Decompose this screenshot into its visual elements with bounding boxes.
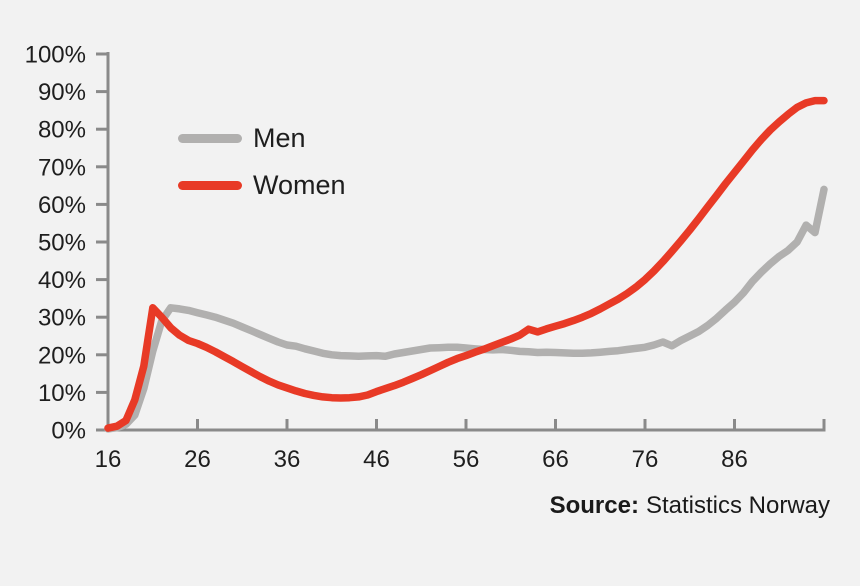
y-tick-label: 70% <box>38 154 86 181</box>
x-tick-label: 56 <box>453 446 480 473</box>
source-label: Source: <box>549 492 639 519</box>
source-caption: Source: Statistics Norway <box>550 492 830 520</box>
y-tick-label: 100% <box>25 42 86 69</box>
x-tick-label: 36 <box>274 446 301 473</box>
y-tick-label: 50% <box>38 230 86 257</box>
y-tick-label: 40% <box>38 267 86 294</box>
x-tick-label: 46 <box>363 446 390 473</box>
x-tick-label: 26 <box>184 446 211 473</box>
x-tick-label: 76 <box>632 446 659 473</box>
women-line <box>104 96 828 432</box>
source-text: Statistics Norway <box>645 492 830 519</box>
x-tick-label: 16 <box>95 446 122 473</box>
y-tick-label: 80% <box>38 117 86 144</box>
men-line <box>104 185 828 433</box>
legend-label-men: Men <box>253 123 306 153</box>
legend-label-women: Women <box>253 170 346 200</box>
men-line-swatch <box>178 134 242 143</box>
y-tick-label: 90% <box>38 79 86 106</box>
x-tick-label: 86 <box>721 446 748 473</box>
y-tick-label: 10% <box>38 380 86 407</box>
y-tick-label: 20% <box>38 342 86 369</box>
y-tick-label: 30% <box>38 305 86 332</box>
y-tick-label: 60% <box>38 192 86 219</box>
y-tick-label: 0% <box>51 418 86 445</box>
legend-item-women: Women <box>178 172 346 199</box>
women-line-swatch <box>178 181 242 190</box>
legend-item-men: Men <box>178 125 346 152</box>
chart-legend: Men Women <box>178 125 346 199</box>
x-tick-label: 66 <box>542 446 569 473</box>
